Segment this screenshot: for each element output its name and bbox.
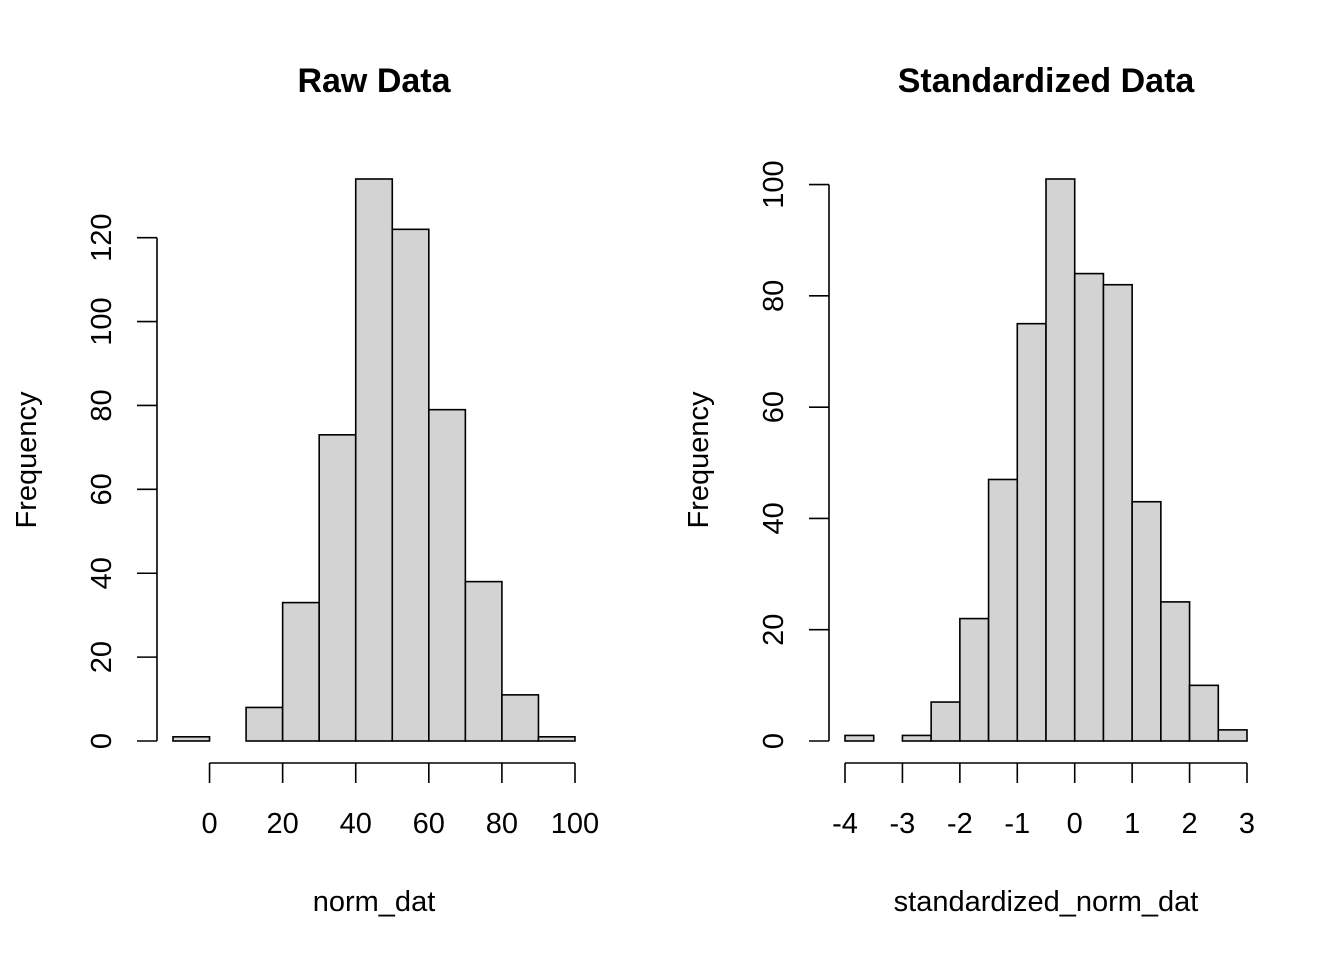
histogram-bar: [1016, 322, 1047, 742]
x-tick-label: 3: [1239, 808, 1255, 840]
y-tick-label: 100: [758, 160, 790, 208]
x-tick-label: 1: [1124, 808, 1140, 840]
histogram-bar: [537, 736, 576, 742]
x-tick-label: 20: [267, 808, 299, 840]
bars: [844, 178, 1248, 742]
histogram-bar: [959, 617, 990, 742]
x-tick-label: 80: [486, 808, 518, 840]
histogram-bar: [318, 434, 357, 742]
chart-title: Raw Data: [297, 62, 451, 100]
x-tick-label: -1: [1004, 808, 1030, 840]
y-tick-label: 120: [86, 214, 118, 262]
x-tick-label: 40: [340, 808, 372, 840]
y-tick-label: 20: [86, 641, 118, 673]
x-tick-label: 100: [551, 808, 599, 840]
chart-title: Standardized Data: [898, 62, 1196, 100]
y-tick-label: 40: [758, 502, 790, 534]
raw-data-histogram: Raw Data norm_dat Frequency 0 20 40 60 80 100…: [11, 62, 599, 918]
histogram-bar: [930, 701, 961, 742]
x-tick-label: -4: [832, 808, 858, 840]
histogram-bar: [245, 706, 284, 742]
histogram-bar: [464, 580, 503, 742]
x-tick-label: 0: [1067, 808, 1083, 840]
x-tick-label: 60: [413, 808, 445, 840]
y-tick-label: 80: [86, 389, 118, 421]
y-tick-label: 0: [86, 733, 118, 749]
x-axis-label: norm_dat: [313, 886, 436, 918]
y-axis: 0 20 40 60 80 100: [758, 160, 830, 749]
histogram-bar: [1160, 601, 1191, 742]
bars: [172, 178, 576, 742]
histogram-bar: [901, 734, 932, 742]
histogram-bar: [1131, 500, 1162, 742]
x-axis-label: standardized_norm_dat: [894, 886, 1199, 918]
y-axis: 0 20 40 60 80 100 120: [86, 214, 158, 749]
histogram-bar: [1188, 684, 1220, 742]
histogram-bar: [172, 736, 211, 742]
histogram-bar: [1045, 178, 1076, 742]
histogram-bar: [1217, 729, 1248, 742]
histogram-bar: [391, 228, 430, 742]
x-axis: -4 -3 -2 -1 0 1 2 3: [832, 762, 1255, 840]
y-tick-label: 60: [758, 391, 790, 423]
x-axis: 0 20 40 60 80 100: [201, 762, 599, 840]
histogram-bar: [281, 601, 320, 742]
histogram-bar: [354, 178, 394, 742]
histogram-bar: [501, 694, 540, 742]
histogram-bar: [428, 408, 467, 742]
y-axis-label: Frequency: [683, 391, 715, 529]
y-axis-label: Frequency: [11, 391, 43, 529]
y-tick-label: 40: [86, 557, 118, 589]
x-tick-label: 0: [201, 808, 217, 840]
y-tick-label: 60: [86, 473, 118, 505]
x-tick-label: -3: [890, 808, 916, 840]
y-tick-label: 100: [86, 297, 118, 345]
histogram-bar: [1073, 272, 1105, 742]
y-tick-label: 80: [758, 280, 790, 312]
standardized-data-histogram: Standardized Data standardized_norm_dat …: [683, 62, 1255, 918]
histogram-bar: [1102, 283, 1133, 742]
histogram-bar: [844, 734, 875, 742]
y-tick-label: 20: [758, 614, 790, 646]
x-tick-label: 2: [1182, 808, 1198, 840]
histogram-bar: [987, 478, 1019, 742]
x-tick-label: -2: [947, 808, 973, 840]
y-tick-label: 0: [758, 733, 790, 749]
